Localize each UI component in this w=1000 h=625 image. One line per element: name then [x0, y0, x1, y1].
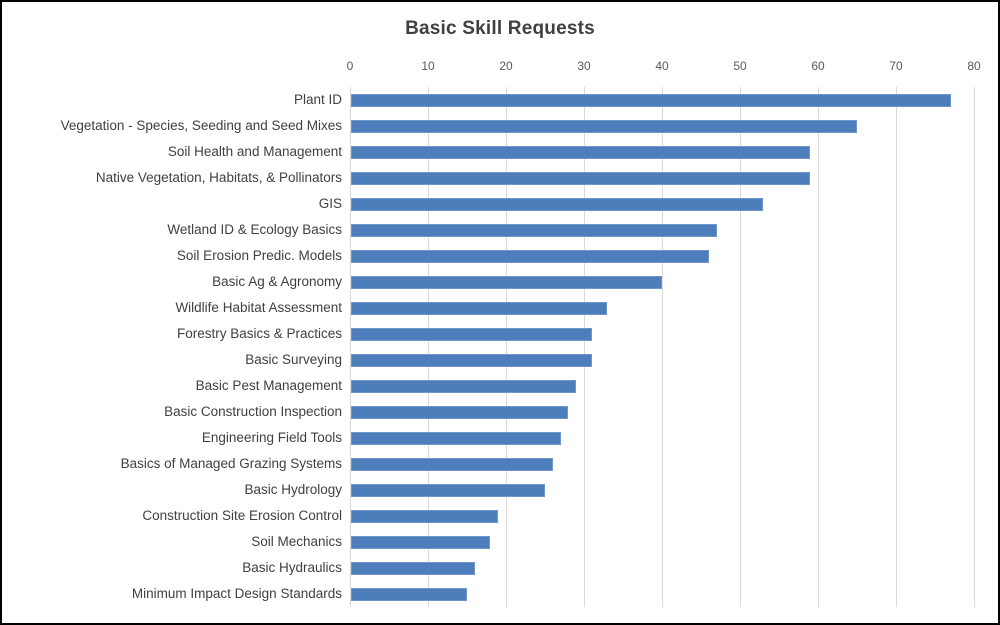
x-tick-label: 80	[967, 59, 981, 73]
category-label: Basic Construction Inspection	[164, 404, 342, 419]
gridline	[974, 87, 975, 607]
gridline	[506, 87, 507, 607]
x-tick-label: 70	[889, 59, 903, 73]
bar	[351, 171, 811, 185]
bar	[351, 535, 491, 549]
x-tick-label: 50	[733, 59, 747, 73]
bar	[351, 93, 951, 107]
category-label: Soil Erosion Predic. Models	[176, 248, 342, 263]
category-label: Basic Hydrology	[244, 482, 342, 497]
category-label: Plant ID	[293, 92, 342, 107]
bar	[351, 587, 467, 601]
gridline	[662, 87, 663, 607]
gridline	[350, 87, 351, 607]
gridline	[428, 87, 429, 607]
bar	[351, 275, 662, 289]
gridline	[740, 87, 741, 607]
bar	[351, 431, 561, 445]
x-axis: 0 10 20 30 40 50 60 70 80	[347, 59, 981, 77]
category-label: Wildlife Habitat Assessment	[175, 300, 342, 315]
bar	[351, 301, 608, 315]
category-label: Basic Surveying	[245, 352, 342, 367]
category-label: GIS	[318, 196, 342, 211]
gridline	[818, 87, 819, 607]
category-label: Vegetation - Species, Seeding and Seed M…	[60, 118, 342, 133]
bar	[351, 353, 592, 367]
category-label: Basic Hydraulics	[242, 560, 342, 575]
category-label: Soil Health and Management	[167, 144, 342, 159]
x-tick-label: 0	[346, 59, 354, 73]
category-label: Forestry Basics & Practices	[176, 326, 342, 341]
bar	[351, 145, 811, 159]
bar	[351, 483, 545, 497]
bar	[351, 509, 499, 523]
category-label: Native Vegetation, Habitats, & Pollinato…	[95, 170, 342, 185]
x-tick-label: 40	[655, 59, 669, 73]
chart-title: Basic Skill Requests	[405, 18, 595, 39]
bar	[351, 223, 717, 237]
bar	[351, 561, 475, 575]
x-tick-label: 20	[499, 59, 513, 73]
gridline	[896, 87, 897, 607]
plot-area	[350, 87, 975, 607]
x-tick-label: 10	[421, 59, 435, 73]
category-label: Basics of Managed Grazing Systems	[120, 456, 342, 471]
bar	[351, 327, 592, 341]
bar	[351, 457, 553, 471]
bar	[351, 249, 709, 263]
category-label: Soil Mechanics	[251, 534, 342, 549]
bar	[351, 119, 857, 133]
bar	[351, 197, 764, 211]
category-label: Engineering Field Tools	[201, 430, 342, 445]
category-axis: Plant ID Vegetation - Species, Seeding an…	[2, 87, 342, 607]
category-label: Construction Site Erosion Control	[142, 508, 342, 523]
category-label: Wetland ID & Ecology Basics	[167, 222, 342, 237]
x-tick-label: 60	[811, 59, 825, 73]
gridline	[584, 87, 585, 607]
category-label: Basic Ag & Agronomy	[212, 274, 342, 289]
category-label: Minimum Impact Design Standards	[131, 586, 342, 601]
bar	[351, 405, 569, 419]
x-tick-label: 30	[577, 59, 591, 73]
bar	[351, 379, 577, 393]
category-label: Basic Pest Management	[195, 378, 342, 393]
